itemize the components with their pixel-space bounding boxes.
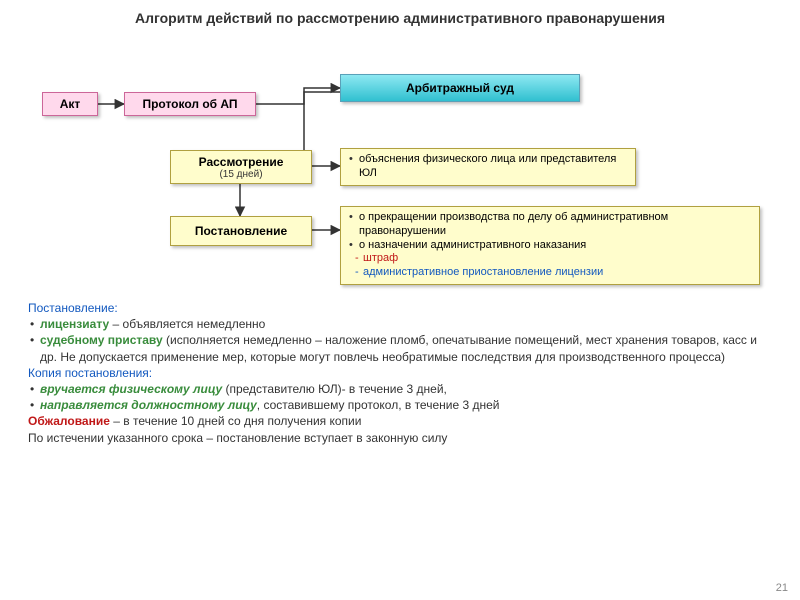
- node-court: Арбитражный суд: [340, 74, 580, 102]
- page-number: 21: [776, 582, 788, 594]
- page-title: Алгоритм действий по рассмотрению админи…: [0, 0, 800, 34]
- node-protocol: Протокол об АП: [124, 92, 256, 116]
- notes-block: Постановление:лицензиату – объявляется н…: [28, 300, 772, 446]
- node-act: Акт: [42, 92, 98, 116]
- node-resolution: Постановление: [170, 216, 312, 246]
- node-review: Рассмотрение(15 дней): [170, 150, 312, 184]
- info-outcomes: о прекращении производства по делу об ад…: [340, 206, 760, 285]
- edge-protocol-to-court: [256, 88, 340, 104]
- info-explain: объяснения физического лица или представ…: [340, 148, 636, 186]
